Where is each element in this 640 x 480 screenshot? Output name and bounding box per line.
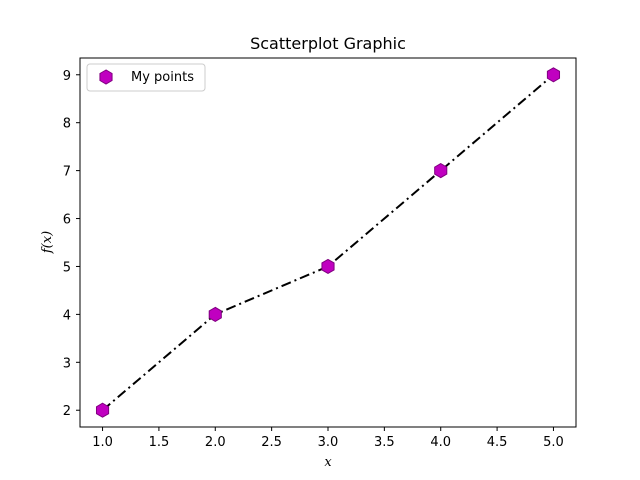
plot-frame	[79, 57, 577, 428]
chart-title: Scatterplot Graphic	[250, 34, 406, 53]
y-tick-label: 8	[63, 117, 71, 132]
y-tick-label: 6	[63, 213, 71, 228]
legend: My points	[86, 63, 206, 92]
data-point	[546, 67, 561, 83]
y-tick-label: 9	[63, 69, 71, 84]
data-point	[321, 258, 335, 275]
connecting-line-layer	[101, 74, 555, 411]
x-tick-label: 1.5	[149, 435, 170, 450]
series-line	[101, 74, 555, 411]
y-tick-label: 5	[63, 260, 71, 275]
x-tick-label: 4.5	[487, 435, 508, 450]
x-tick-label: 3.0	[318, 435, 339, 450]
x-tick-label: 2.5	[261, 435, 282, 450]
data-point	[434, 163, 448, 179]
data-point	[208, 306, 222, 322]
y-tick-label: 7	[63, 165, 71, 180]
legend-label: My points	[131, 70, 194, 85]
y-tick-label: 2	[63, 404, 71, 419]
legend-marker-hexagon	[99, 69, 113, 85]
y-tick-label: 4	[63, 308, 71, 323]
x-axis-title: x	[324, 455, 332, 470]
y-axis-title: f(x)	[40, 231, 55, 254]
plot-area	[80, 58, 576, 427]
x-tick-label: 2.0	[205, 435, 226, 450]
x-tick-label: 4.0	[430, 435, 451, 450]
x-tick-label: 3.5	[374, 435, 395, 450]
points-layer	[95, 67, 561, 418]
x-tick-label: 5.0	[543, 435, 564, 450]
axis-ticks: 1.0 1.5 2.0 2.5 3.0 3.5 4.0 4.5 5.0 2 3 4 5 6 7 8 9	[63, 69, 564, 450]
data-point	[95, 402, 110, 418]
legend-box	[86, 63, 206, 92]
x-tick-label: 1.0	[92, 435, 113, 450]
y-tick-label: 3	[63, 356, 71, 371]
